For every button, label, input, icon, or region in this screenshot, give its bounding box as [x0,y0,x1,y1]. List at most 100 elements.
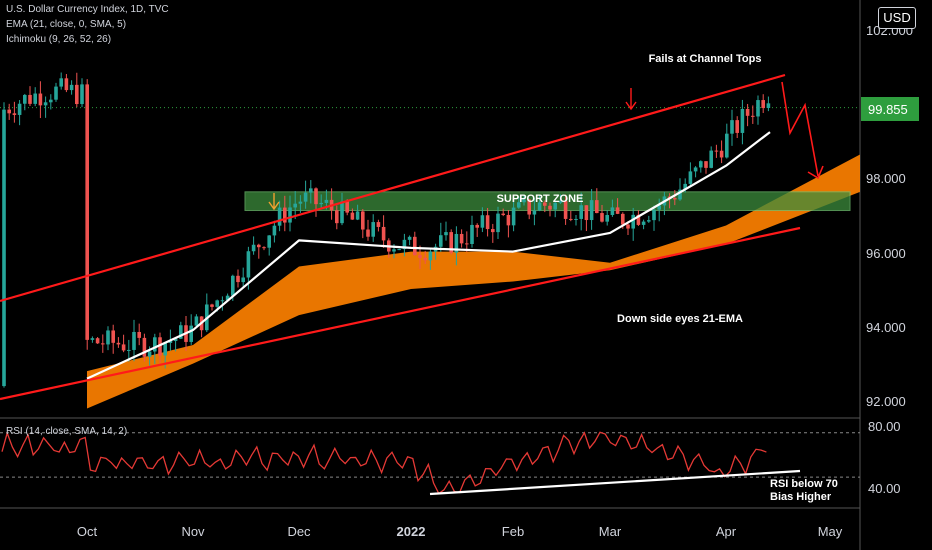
candle-body [153,337,157,352]
candle-body [2,109,6,387]
candle-body [501,213,505,215]
time-tick-label: 2022 [397,524,426,539]
currency-badge[interactable]: USD [878,7,916,29]
candle-body [407,236,412,240]
header-symbol: U.S. Dollar Currency Index, 1D, TVC [6,4,169,15]
candle-body [589,200,594,221]
candle-body [444,232,448,236]
candle-body [454,233,459,253]
candle-body [714,150,719,152]
candle-body [251,244,256,252]
channel-lines [0,73,801,401]
annotations: SUPPORT ZONE Fails at Channel Tops Down si… [497,53,838,503]
candle-body [465,243,469,245]
candle-body [595,200,599,214]
candle-body [641,221,646,225]
candle-body [319,202,323,205]
candle-body [631,214,635,229]
candle-body [553,202,557,210]
down-arrow-dec [268,193,280,211]
candle-body [485,215,490,230]
last-price-tag [861,97,919,121]
candle-body [231,275,235,296]
candle-body [106,330,110,345]
candle-body [652,209,656,221]
candle-body [309,188,313,193]
candle-body [7,109,11,114]
time-tick-label: Oct [77,524,98,539]
rsi-trendline [429,469,801,496]
support-zone-label: SUPPORT ZONE [497,193,584,205]
candle-body [699,161,703,168]
candle-body [64,78,69,91]
candle-body [147,351,152,357]
candle-body [225,295,230,301]
candle-body [402,239,407,250]
price-tick-label: 94.000 [866,320,906,335]
candle-body [745,108,750,116]
candle-body [12,113,17,115]
candle-body [158,337,162,356]
candle-body [257,244,261,248]
candle-body [345,201,349,213]
axes: 92.00094.00096.00098.000102.00099.85540.… [77,23,919,539]
projection-arrow [781,81,819,177]
candle-body [314,188,318,205]
candle-body [397,249,401,251]
candle-body [506,214,511,226]
candle-body [615,207,620,214]
candle-body [704,161,708,168]
candle-body [517,202,521,208]
downside-label: Down side eyes 21-EMA [617,313,743,325]
time-tick-label: Feb [502,524,524,539]
candles [2,72,771,388]
time-tick-label: Dec [287,524,311,539]
candle-body [335,210,339,224]
candle-body [730,120,734,134]
channel-bottom-line [0,226,801,401]
header-ichimoku: Ichimoku (9, 26, 52, 26) [6,34,112,45]
candle-body [605,215,609,222]
candle-body [740,108,745,133]
candle-body [303,192,308,202]
candle-body [511,207,516,226]
candle-body [85,84,89,340]
candle-body [210,304,214,307]
candle-body [761,100,765,109]
candle-body [569,218,573,220]
candle-body [449,232,453,253]
candle-body [194,316,199,326]
candle-body [28,94,32,104]
header-rsi: RSI (14, close, SMA, 14, 2) [6,426,128,437]
candle-body [371,222,375,237]
price-tick-label: 98.000 [866,171,906,186]
candle-body [127,349,131,351]
candle-body [756,100,760,117]
candle-body [470,224,474,244]
candle-body [683,183,687,190]
candle-body [459,233,464,244]
candle-body [189,325,193,342]
candle-body [579,205,583,219]
candle-body [23,94,27,104]
candle-body [678,189,682,200]
candle-body [376,222,381,227]
down-arrow-mar [625,88,637,111]
support-zone-box [244,191,851,212]
candle-body [392,249,396,252]
candle-body [132,331,136,350]
rsi-annotation-label: Bias Higher [770,491,832,503]
candle-body [95,338,100,344]
candle-body [657,205,661,210]
candle-body [725,133,729,158]
rsi-pane [1,430,801,496]
candle-body [293,203,297,208]
time-tick-label: Mar [599,524,622,539]
candle-body [418,255,422,258]
support-zone [244,191,851,212]
candle-body [59,78,63,87]
candle-body [288,207,292,223]
candle-body [423,257,427,261]
candle-body [298,201,303,204]
candle-body [558,200,563,203]
